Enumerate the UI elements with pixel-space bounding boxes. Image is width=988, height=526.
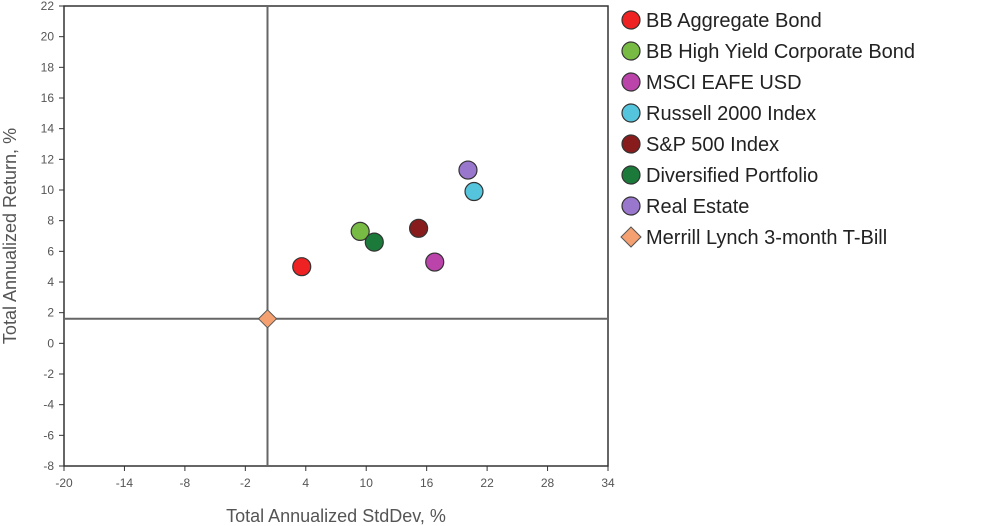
legend-marker (621, 10, 641, 30)
x-tick-label: -8 (180, 476, 191, 490)
legend-label: MSCI EAFE USD (646, 72, 802, 94)
legend-marker (621, 41, 641, 61)
legend-label: Merrill Lynch 3-month T-Bill (646, 227, 887, 249)
y-tick-label: 8 (47, 214, 54, 228)
data-points (257, 160, 484, 329)
legend-marker (621, 134, 641, 154)
x-tick-label: 16 (420, 476, 434, 490)
y-tick-label: 20 (41, 30, 55, 44)
y-tick-label: 16 (41, 91, 55, 105)
x-tick-label: 28 (541, 476, 555, 490)
y-tick-label: 2 (47, 306, 54, 320)
x-tick-label: 10 (360, 476, 374, 490)
x-tick-label: -14 (116, 476, 134, 490)
data-point (350, 221, 370, 241)
y-tick-label: -2 (43, 367, 54, 381)
legend-marker-diamond (620, 226, 642, 248)
legend-label: S&P 500 Index (646, 134, 779, 156)
legend-label: Diversified Portfolio (646, 165, 818, 187)
data-point (364, 232, 384, 252)
data-point (425, 252, 445, 272)
y-tick-label: 6 (47, 244, 54, 258)
y-tick-label: 18 (41, 60, 55, 74)
legend-marker (621, 72, 641, 92)
y-axis-title: Total Annualized Return, % (0, 128, 20, 344)
legend-marker (621, 165, 641, 185)
y-tick-label: 4 (47, 275, 54, 289)
y-tick-label: -4 (43, 398, 54, 412)
x-tick-label: 22 (480, 476, 494, 490)
x-tick-label: 4 (302, 476, 309, 490)
y-tick-label: -8 (43, 459, 54, 473)
x-tick-label: -20 (55, 476, 73, 490)
legend-label: BB High Yield Corporate Bond (646, 41, 915, 63)
legend: BB Aggregate Bond BB High Yield Corporate… (620, 10, 915, 249)
y-tick-label: -6 (43, 428, 54, 442)
x-tick-label: 34 (601, 476, 615, 490)
data-point (458, 160, 478, 180)
legend-label: Russell 2000 Index (646, 103, 816, 125)
x-tick-label: -2 (240, 476, 251, 490)
data-point (464, 181, 484, 202)
data-point (409, 218, 429, 238)
y-tick-label: 0 (47, 336, 54, 350)
plot-frame (63, 5, 609, 467)
data-point (292, 257, 312, 277)
x-axis-title: Total Annualized StdDev, % (226, 506, 446, 526)
legend-label: BB Aggregate Bond (646, 10, 822, 32)
y-tick-label: 14 (41, 122, 55, 136)
y-tick-label: 12 (41, 152, 55, 166)
x-axis-ticks: -20 -14 -8 -2 4 10 16 22 28 34 (55, 466, 615, 490)
y-tick-label: 22 (41, 0, 55, 13)
legend-label: Real Estate (646, 196, 749, 218)
legend-marker (621, 103, 641, 123)
y-tick-label: 10 (41, 183, 55, 197)
legend-marker (621, 196, 641, 216)
data-point-diamond (257, 309, 278, 329)
